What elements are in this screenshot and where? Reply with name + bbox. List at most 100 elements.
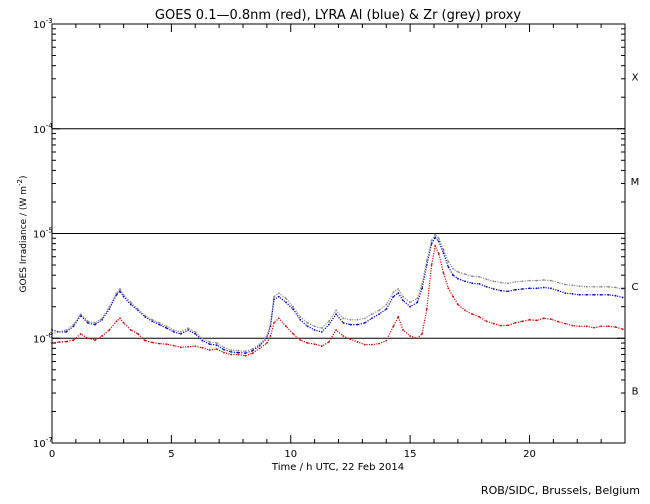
point-red-77 — [557, 320, 559, 323]
point-blue-12 — [129, 303, 132, 306]
point-blue-17 — [165, 327, 168, 329]
point-grey-31 — [266, 335, 268, 337]
point-blue-29 — [251, 349, 254, 352]
point-red-40 — [320, 345, 323, 348]
point-blue-62 — [452, 274, 454, 277]
point-grey-67 — [485, 278, 488, 281]
point-blue-20 — [187, 329, 190, 331]
point-grey-61 — [447, 260, 450, 263]
point-red-64 — [464, 309, 466, 312]
point-grey-28 — [244, 350, 247, 353]
point-grey-35 — [285, 297, 287, 300]
point-red-76 — [550, 318, 552, 321]
point-red-20 — [187, 345, 190, 348]
point-grey-9 — [115, 292, 118, 294]
flare-class-M: M — [631, 177, 640, 188]
point-blue-69 — [500, 289, 502, 292]
point-blue-31 — [266, 337, 268, 340]
point-red-45 — [356, 341, 359, 343]
point-blue-83 — [600, 293, 602, 296]
point-grey-78 — [564, 283, 567, 286]
point-grey-85 — [614, 286, 617, 289]
point-blue-51 — [397, 292, 400, 294]
point-blue-40 — [320, 331, 323, 333]
point-grey-55 — [421, 283, 423, 285]
point-grey-11 — [122, 293, 125, 296]
y-tick-exp-2: -5 — [46, 227, 53, 235]
point-red-68 — [492, 322, 495, 325]
point-blue-65 — [471, 282, 474, 285]
point-grey-20 — [187, 327, 190, 329]
x-axis-label: Time / h UTC, 22 Feb 2014 — [271, 462, 404, 473]
point-blue-3 — [72, 325, 75, 328]
point-red-48 — [378, 342, 380, 345]
point-red-8 — [108, 329, 111, 331]
series-layer — [51, 233, 624, 357]
point-grey-82 — [593, 285, 595, 288]
point-grey-77 — [557, 281, 559, 284]
series-red — [51, 244, 624, 357]
point-red-62 — [452, 295, 454, 298]
point-red-56 — [425, 308, 428, 310]
point-grey-63 — [457, 271, 459, 273]
point-grey-44 — [349, 318, 352, 321]
point-blue-48 — [378, 313, 380, 315]
point-blue-79 — [571, 293, 574, 295]
y-tick-label-4: 10-7 — [33, 436, 53, 450]
point-blue-44 — [349, 323, 352, 326]
y-tick-base-3: 10 — [33, 334, 46, 345]
x-tick-label-4: 20 — [523, 449, 536, 460]
point-red-63 — [457, 303, 459, 306]
point-grey-60 — [442, 248, 445, 251]
point-grey-14 — [144, 314, 147, 317]
point-grey-80 — [578, 285, 581, 287]
point-red-53 — [409, 335, 411, 337]
point-blue-70 — [507, 290, 509, 293]
point-blue-36 — [292, 308, 294, 310]
point-blue-76 — [550, 287, 552, 290]
point-red-55 — [421, 333, 423, 335]
point-blue-38 — [306, 325, 309, 328]
point-red-41 — [328, 341, 330, 343]
point-blue-5 — [86, 322, 89, 324]
point-grey-57 — [430, 239, 433, 242]
point-grey-74 — [535, 279, 538, 282]
point-grey-38 — [306, 322, 309, 324]
point-red-67 — [485, 320, 488, 323]
y-tick-base-1: 10 — [33, 125, 46, 136]
y-tick-labels: 10-310-410-510-610-7 — [33, 17, 53, 450]
point-grey-41 — [328, 320, 330, 323]
point-blue-19 — [180, 333, 182, 335]
point-red-16 — [158, 342, 161, 345]
point-grey-42 — [335, 309, 337, 312]
point-blue-43 — [342, 322, 345, 324]
point-blue-54 — [416, 301, 419, 304]
point-red-57 — [430, 264, 433, 266]
point-grey-73 — [528, 279, 531, 282]
point-red-72 — [521, 320, 524, 323]
point-blue-67 — [485, 285, 488, 288]
point-blue-25 — [223, 348, 225, 351]
point-red-44 — [349, 338, 352, 341]
point-red-14 — [144, 339, 147, 342]
point-grey-70 — [507, 282, 509, 285]
point-grey-75 — [542, 279, 545, 281]
point-grey-33 — [273, 295, 275, 298]
y-axis-label: GOES Irradiance / (W m-2) — [16, 176, 29, 293]
point-red-83 — [600, 325, 602, 328]
point-blue-28 — [244, 352, 247, 355]
point-grey-79 — [571, 284, 574, 287]
point-grey-29 — [251, 348, 254, 350]
point-red-82 — [593, 326, 595, 329]
y-tick-label-3: 10-6 — [33, 331, 53, 345]
point-blue-78 — [564, 292, 567, 294]
point-red-61 — [447, 287, 450, 290]
y-tick-label-2: 10-5 — [33, 227, 53, 241]
point-grey-71 — [514, 281, 517, 283]
point-red-18 — [172, 344, 175, 347]
point-blue-42 — [335, 313, 337, 315]
point-grey-50 — [392, 291, 395, 294]
point-blue-61 — [447, 266, 450, 268]
point-blue-32 — [269, 325, 272, 328]
point-blue-16 — [158, 323, 161, 326]
